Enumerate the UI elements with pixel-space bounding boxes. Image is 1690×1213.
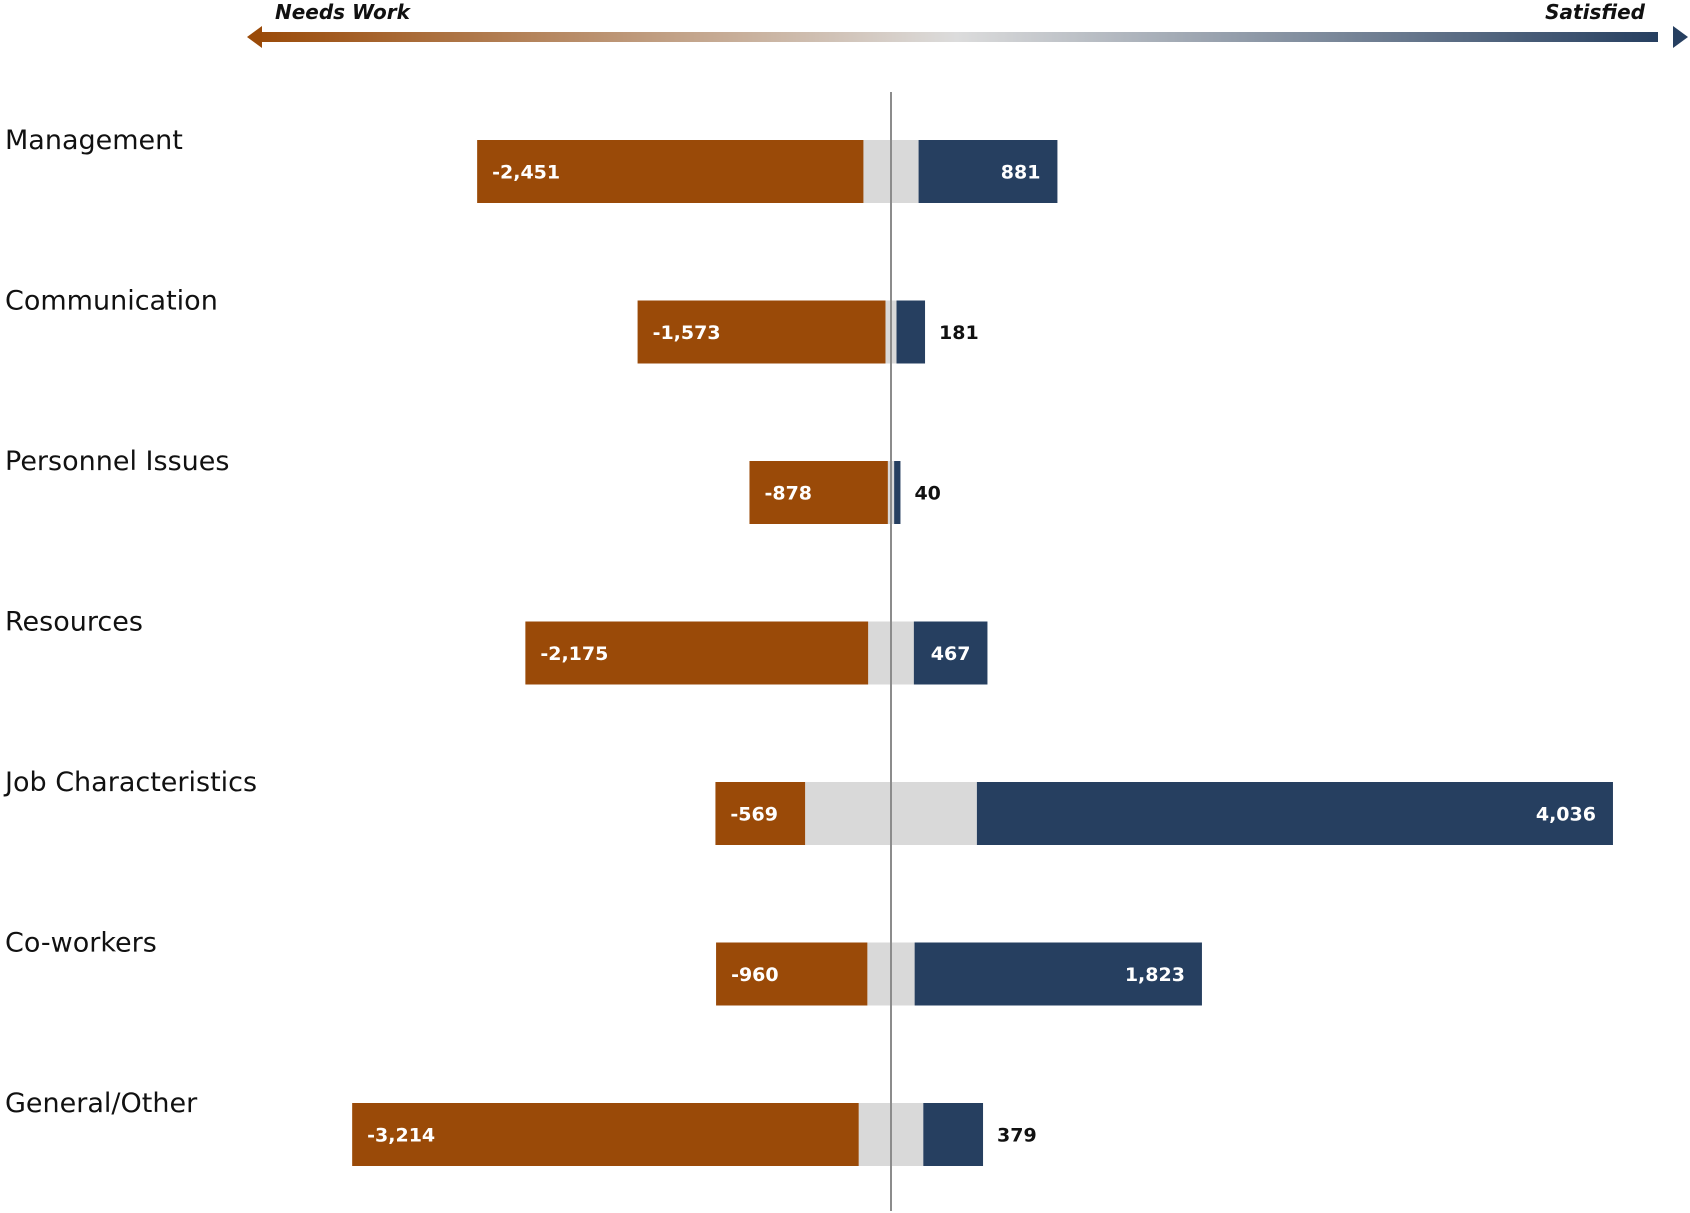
bar-needs-work (477, 140, 864, 203)
bar-needs-work (749, 461, 888, 524)
value-label-needs-work: -569 (730, 804, 778, 826)
bar-needs-work (352, 1103, 859, 1166)
bar-satisfied (894, 461, 901, 524)
scale-arrow-bar (255, 32, 1658, 42)
category-labels-group: Management Communication Personnel Issues R… (3, 125, 257, 1119)
category-label: Job Characteristics (3, 767, 257, 798)
category-label: Co-workers (5, 928, 157, 959)
scale-label-satisfied: Satisfied (1545, 0, 1646, 24)
category-label: Management (5, 125, 183, 156)
value-label-needs-work: -878 (764, 483, 812, 505)
scale-arrow-left-head (247, 26, 262, 48)
scale-arrow-right-head (1673, 26, 1688, 48)
value-label-needs-work: -960 (731, 964, 779, 986)
value-label-needs-work: -3,214 (367, 1125, 435, 1147)
value-label-satisfied: 4,036 (1536, 804, 1596, 826)
value-label-satisfied: 881 (1001, 162, 1041, 184)
value-label-needs-work: -1,573 (653, 322, 721, 344)
category-label: Personnel Issues (5, 446, 229, 477)
bar-needs-work (637, 300, 886, 364)
category-label: Resources (5, 607, 143, 638)
value-label-satisfied: 467 (931, 643, 971, 665)
bar-satisfied (896, 300, 926, 364)
category-label: General/Other (5, 1088, 198, 1119)
scale-arrow: Needs Work Satisfied (247, 0, 1688, 48)
bar-satisfied (914, 942, 1202, 1006)
bar-needs-work (525, 621, 869, 685)
value-label-satisfied: 181 (939, 322, 979, 344)
bar-satisfied (923, 1103, 984, 1166)
value-labels-group: -2,451 881 -1,573 181 -878 40 -2,175 467 -569 4,0… (367, 162, 1596, 1147)
value-label-satisfied: 1,823 (1125, 964, 1185, 986)
category-label: Communication (5, 286, 218, 317)
value-label-needs-work: -2,175 (540, 643, 608, 665)
bar-needs-work (715, 782, 806, 845)
bar-satisfied (918, 140, 1058, 203)
value-label-satisfied: 40 (914, 483, 940, 505)
value-label-needs-work: -2,451 (492, 162, 560, 184)
bar-needs-work (716, 942, 868, 1006)
bar-satisfied (913, 621, 988, 685)
scale-label-needs-work: Needs Work (275, 0, 412, 24)
value-label-satisfied: 379 (997, 1125, 1037, 1147)
bar-satisfied (976, 782, 1613, 845)
